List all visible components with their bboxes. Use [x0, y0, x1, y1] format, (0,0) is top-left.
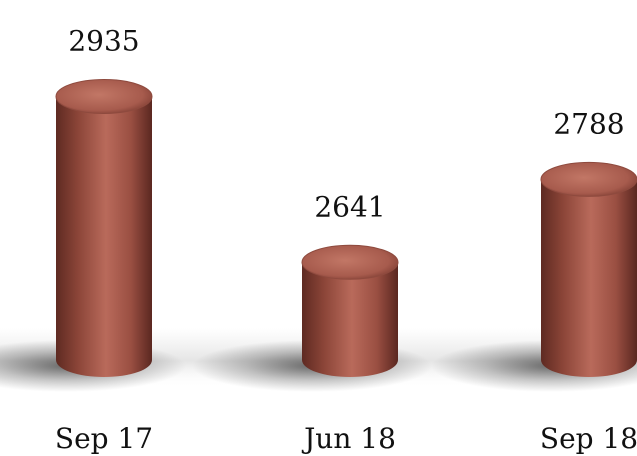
bar-body	[302, 262, 398, 377]
category-label: Jun 18	[301, 422, 396, 455]
data-label: 2641	[314, 190, 385, 223]
bar-top-cap	[540, 161, 637, 197]
bar-top-cap	[55, 78, 153, 114]
bar	[301, 244, 399, 377]
category-label: Sep 17	[55, 422, 153, 455]
bar-body	[541, 179, 637, 377]
category-label: Sep 18	[540, 422, 637, 455]
bar-top-cap	[301, 244, 399, 280]
bar	[55, 78, 153, 378]
bar-body	[56, 96, 152, 378]
data-label: 2788	[553, 107, 624, 140]
bar	[540, 161, 637, 377]
data-label: 2935	[68, 24, 139, 57]
